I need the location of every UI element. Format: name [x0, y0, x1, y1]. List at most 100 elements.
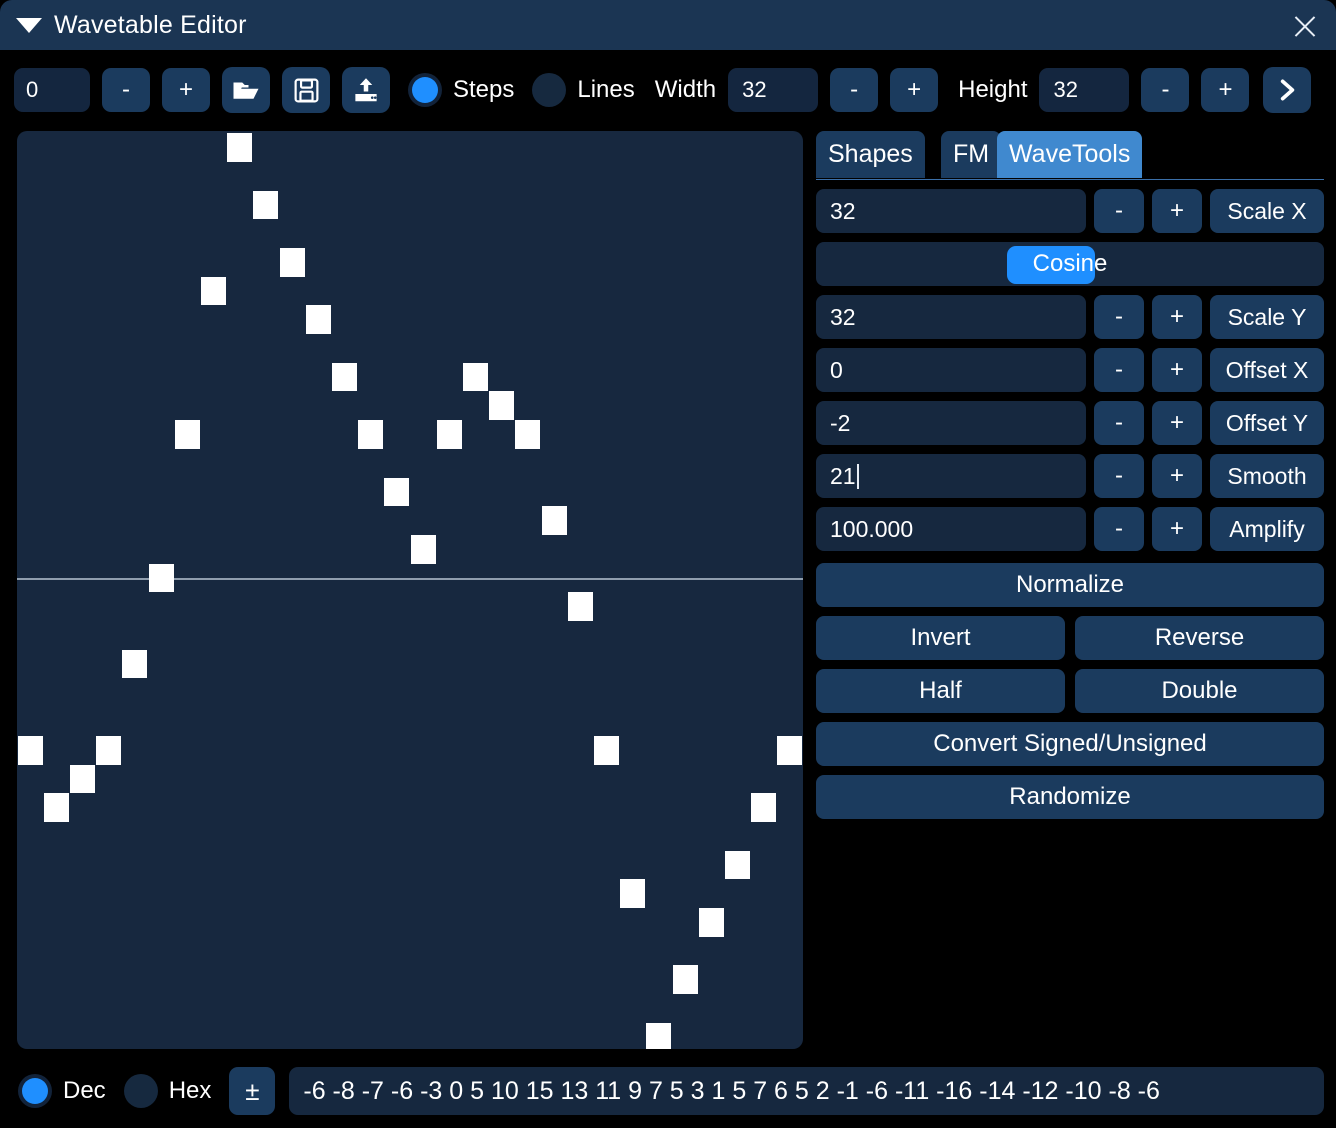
- waveform-cell[interactable]: [253, 190, 279, 220]
- waveform-cell[interactable]: [489, 391, 515, 421]
- height-increment-button[interactable]: +: [1201, 68, 1250, 112]
- smooth-input[interactable]: 21: [816, 454, 1086, 498]
- waveform-cell[interactable]: [725, 850, 750, 880]
- waveform-cell[interactable]: [698, 908, 724, 937]
- waveform-cell[interactable]: [384, 477, 410, 507]
- waveform-cell[interactable]: [332, 362, 357, 392]
- convert-signed-unsigned-button[interactable]: Convert Signed/Unsigned: [816, 722, 1324, 766]
- offset-x-increment-button[interactable]: +: [1152, 348, 1202, 392]
- reverse-button[interactable]: Reverse: [1075, 616, 1324, 660]
- waveform-cell[interactable]: [148, 563, 174, 593]
- smooth-increment-button[interactable]: +: [1152, 454, 1202, 498]
- waveform-cell[interactable]: [515, 420, 541, 449]
- scale-x-decrement-button[interactable]: -: [1094, 189, 1144, 233]
- floppy-disk-icon[interactable]: [282, 67, 330, 113]
- waveform-cell[interactable]: [279, 247, 305, 277]
- chevron-right-icon[interactable]: [1263, 67, 1312, 113]
- waveform-cell[interactable]: [436, 420, 462, 449]
- wavetable-index-field[interactable]: 0: [14, 68, 90, 112]
- waveform-cell[interactable]: [410, 534, 436, 564]
- waveform-cell[interactable]: [646, 1022, 672, 1049]
- amplify-button[interactable]: Amplify: [1210, 507, 1324, 551]
- amplify-increment-button[interactable]: +: [1152, 507, 1202, 551]
- tab-fm[interactable]: FM: [941, 131, 1002, 178]
- width-input[interactable]: 32: [728, 68, 819, 112]
- waveform-cell[interactable]: [672, 965, 698, 995]
- smooth-decrement-button[interactable]: -: [1094, 454, 1144, 498]
- amplify-decrement-button[interactable]: -: [1094, 507, 1144, 551]
- scale-x-increment-button[interactable]: +: [1152, 189, 1202, 233]
- tools-panel: Shapes FM WaveTools 32 - + Scale X Cosin…: [816, 131, 1324, 1051]
- tab-wavetools[interactable]: WaveTools: [997, 131, 1143, 178]
- waveform-cell[interactable]: [751, 793, 777, 822]
- waveform-cell[interactable]: [122, 649, 148, 679]
- smooth-button[interactable]: Smooth: [1210, 454, 1324, 498]
- waveform-cell[interactable]: [567, 592, 593, 622]
- waveform-cell[interactable]: [620, 879, 646, 909]
- folder-open-icon[interactable]: [222, 67, 270, 113]
- offset-x-input[interactable]: 0: [816, 348, 1086, 392]
- scale-x-input[interactable]: 32: [816, 189, 1086, 233]
- double-button[interactable]: Double: [1075, 669, 1324, 713]
- smooth-row: 21 - + Smooth: [816, 454, 1324, 498]
- randomize-button[interactable]: Randomize: [816, 775, 1324, 819]
- waveform-cell[interactable]: [541, 506, 567, 535]
- waveform-cell[interactable]: [777, 735, 803, 765]
- offset-x-decrement-button[interactable]: -: [1094, 348, 1144, 392]
- title-bar: Wavetable Editor: [0, 0, 1336, 50]
- scale-x-row: 32 - + Scale X: [816, 189, 1324, 233]
- waveform-cell[interactable]: [594, 735, 619, 765]
- upload-icon[interactable]: [342, 67, 390, 113]
- scale-x-button[interactable]: Scale X: [1210, 189, 1324, 233]
- amplify-row: 100.000 - + Amplify: [816, 507, 1324, 551]
- offset-y-increment-button[interactable]: +: [1152, 401, 1202, 445]
- waveform-canvas[interactable]: [17, 131, 803, 1049]
- hex-radio[interactable]: [123, 1074, 158, 1108]
- scale-y-button[interactable]: Scale Y: [1210, 295, 1324, 339]
- signed-toggle-button[interactable]: ±: [229, 1067, 276, 1115]
- lines-radio[interactable]: [532, 73, 567, 107]
- hex-label: Hex: [168, 1077, 212, 1104]
- waveform-cell[interactable]: [96, 735, 122, 765]
- width-increment-button[interactable]: +: [890, 68, 939, 112]
- height-label: Height: [958, 76, 1028, 103]
- top-toolbar: 0 - + Steps Lines Width: [0, 50, 1336, 130]
- waveform-cell[interactable]: [358, 420, 384, 449]
- close-icon[interactable]: [1288, 9, 1322, 43]
- waveform-cell[interactable]: [463, 362, 488, 392]
- offset-y-input[interactable]: -2: [816, 401, 1086, 445]
- sample-values-field[interactable]: -6 -8 -7 -6 -3 0 5 10 15 13 11 9 7 5 3 1…: [289, 1067, 1324, 1115]
- offset-y-decrement-button[interactable]: -: [1094, 401, 1144, 445]
- wave-shape-value: Cosine: [1032, 250, 1108, 277]
- wave-shape-select[interactable]: Cosine: [816, 242, 1324, 286]
- waveform-cell[interactable]: [43, 793, 69, 822]
- invert-button[interactable]: Invert: [816, 616, 1065, 660]
- waveform-cell[interactable]: [227, 133, 253, 162]
- index-decrement-button[interactable]: -: [102, 68, 150, 112]
- height-decrement-button[interactable]: -: [1141, 68, 1190, 112]
- width-decrement-button[interactable]: -: [830, 68, 879, 112]
- waveform-cell[interactable]: [17, 735, 43, 765]
- offset-y-button[interactable]: Offset Y: [1210, 401, 1324, 445]
- scale-y-increment-button[interactable]: +: [1152, 295, 1202, 339]
- waveform-cell[interactable]: [174, 420, 200, 449]
- steps-label: Steps: [453, 76, 515, 103]
- amplify-input[interactable]: 100.000: [816, 507, 1086, 551]
- steps-radio[interactable]: [408, 73, 442, 107]
- dec-radio[interactable]: [18, 1074, 52, 1108]
- bottom-status-bar: Dec Hex ± -6 -8 -7 -6 -3 0 5 10 15 13 11…: [0, 1058, 1336, 1124]
- text-caret: [856, 463, 859, 489]
- half-button[interactable]: Half: [816, 669, 1065, 713]
- waveform-cell[interactable]: [70, 764, 95, 794]
- scale-y-input[interactable]: 32: [816, 295, 1086, 339]
- offset-x-button[interactable]: Offset X: [1210, 348, 1324, 392]
- triangle-down-icon[interactable]: [16, 17, 42, 33]
- height-input[interactable]: 32: [1039, 68, 1130, 112]
- waveform-cell[interactable]: [201, 276, 226, 306]
- normalize-button[interactable]: Normalize: [816, 563, 1324, 607]
- waveform-cell[interactable]: [305, 305, 331, 335]
- index-increment-button[interactable]: +: [162, 68, 210, 112]
- selection-highlight: [1007, 246, 1095, 284]
- tab-shapes[interactable]: Shapes: [816, 131, 925, 178]
- scale-y-decrement-button[interactable]: -: [1094, 295, 1144, 339]
